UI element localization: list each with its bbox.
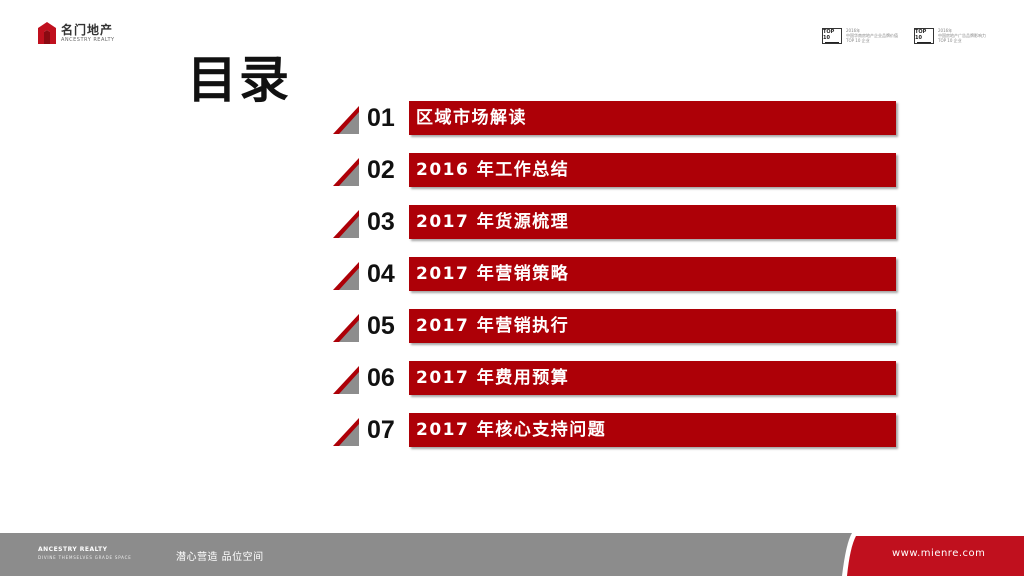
footer-url-link[interactable]: www.mienre.com <box>892 548 986 559</box>
award-badge-icon: TOP 10 <box>822 28 842 44</box>
toc-number: 02 <box>367 156 395 184</box>
footer-tagline-en: DIVINE THEMSELVES GRADE SPACE <box>38 555 132 560</box>
toc-bar[interactable]: 2017 年营销执行 <box>409 309 896 343</box>
corner-triangle-icon <box>333 262 359 290</box>
toc-label: 2017 年营销策略 <box>416 264 570 284</box>
corner-triangle-icon <box>333 314 359 342</box>
toc-label: 2017 年营销执行 <box>416 316 570 336</box>
toc-bar[interactable]: 2017 年营销策略 <box>409 257 896 291</box>
toc-item-06[interactable]: 06 2017 年费用预算 <box>333 361 896 395</box>
toc-label: 区域市场解读 <box>416 108 527 128</box>
toc-item-03[interactable]: 03 2017 年货源梳理 <box>333 205 896 239</box>
award-line: 2016年 <box>846 28 861 33</box>
toc-bar[interactable]: 2017 年费用预算 <box>409 361 896 395</box>
toc-bar[interactable]: 2016 年工作总结 <box>409 153 896 187</box>
toc-number: 06 <box>367 364 395 392</box>
footer-slogan: 潜心营造 品位空间 <box>176 552 264 563</box>
toc-label: 2017 年费用预算 <box>416 368 570 388</box>
award-line: TOP 10 企业 <box>938 38 962 43</box>
toc-item-05[interactable]: 05 2017 年营销执行 <box>333 309 896 343</box>
toc-number: 07 <box>367 416 395 444</box>
toc-item-04[interactable]: 04 2017 年营销策略 <box>333 257 896 291</box>
toc-item-07[interactable]: 07 2017 年核心支持问题 <box>333 413 896 447</box>
logo-name-en: ANCESTRY REALTY <box>61 36 115 43</box>
award-1: TOP 10 2016年 中国华南房地产企业品牌价值 TOP 10 企业 <box>822 28 898 44</box>
corner-triangle-icon <box>333 106 359 134</box>
toc-bar[interactable]: 2017 年货源梳理 <box>409 205 896 239</box>
award-line: TOP 10 企业 <box>846 38 870 43</box>
toc-bar[interactable]: 区域市场解读 <box>409 101 896 135</box>
brand-logo: 名门地产 ANCESTRY REALTY <box>38 22 115 44</box>
toc-item-02[interactable]: 02 2016 年工作总结 <box>333 153 896 187</box>
footer: ANCESTRY REALTY DIVINE THEMSELVES GRADE … <box>0 533 1024 576</box>
toc-bar[interactable]: 2017 年核心支持问题 <box>409 413 896 447</box>
corner-triangle-icon <box>333 158 359 186</box>
logo-name-cn: 名门地产 <box>61 22 114 37</box>
toc-item-01[interactable]: 01 区域市场解读 <box>333 101 896 135</box>
corner-triangle-icon <box>333 366 359 394</box>
corner-triangle-icon <box>333 418 359 446</box>
toc-label: 2017 年核心支持问题 <box>416 420 607 440</box>
footer-background <box>0 533 1024 576</box>
toc-number: 01 <box>367 104 395 132</box>
toc-number: 05 <box>367 312 395 340</box>
award-2: TOP 10 2016年 中国房地产广告品牌影响力 TOP 10 企业 <box>914 28 986 44</box>
award-line: 中国华南房地产企业品牌价值 <box>846 33 898 38</box>
toc-label: 2017 年货源梳理 <box>416 212 570 232</box>
toc-number: 04 <box>367 260 395 288</box>
page-title: 目录 <box>187 51 291 109</box>
toc-number: 03 <box>367 208 395 236</box>
logo-mark-icon <box>38 22 56 44</box>
award-line: 中国房地产广告品牌影响力 <box>938 33 986 38</box>
award-badge-icon: TOP 10 <box>914 28 934 44</box>
award-line: 2016年 <box>938 28 953 33</box>
toc-label: 2016 年工作总结 <box>416 160 570 180</box>
footer-brand-en: ANCESTRY REALTY <box>38 546 108 553</box>
corner-triangle-icon <box>333 210 359 238</box>
